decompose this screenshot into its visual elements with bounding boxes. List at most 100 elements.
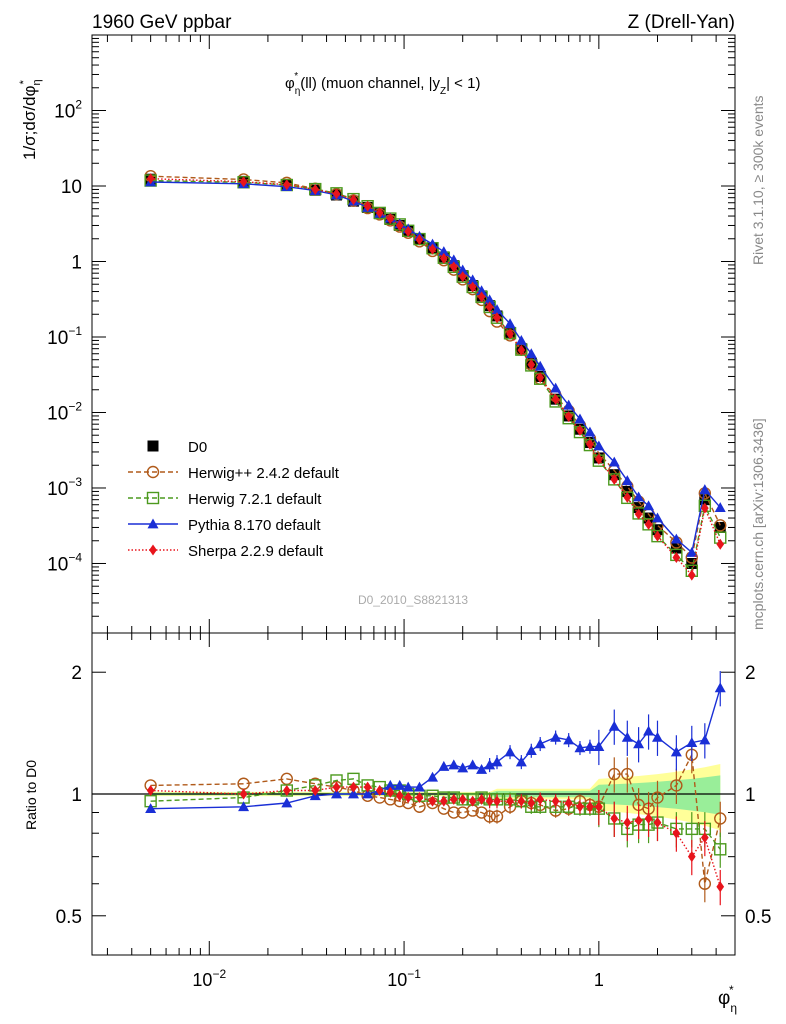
data-point xyxy=(608,456,620,467)
ratio-point xyxy=(698,877,712,890)
ratio-point xyxy=(586,801,594,813)
ratio-point xyxy=(716,881,725,893)
main-y-tick-label: 10−3 xyxy=(47,475,82,500)
data-point xyxy=(584,426,596,437)
data-point xyxy=(375,207,384,219)
ratio-point xyxy=(576,801,584,813)
main-y-tick-label: 10−4 xyxy=(47,550,82,575)
data-point xyxy=(504,318,516,329)
legend-entry: Herwig++ 2.4.2 default xyxy=(128,465,340,482)
data-point xyxy=(621,475,633,486)
legend-label: D0 xyxy=(188,439,207,456)
ratio-series-sherpa-2-2-9-default xyxy=(146,781,725,906)
data-point xyxy=(714,502,726,512)
data-point xyxy=(239,176,248,188)
ratio-y-tick-label: 0.5 xyxy=(56,907,82,928)
data-point xyxy=(576,424,584,436)
ratio-point xyxy=(145,803,157,814)
ratio-point xyxy=(643,725,655,736)
ratio-point xyxy=(475,806,488,819)
ratio-band-green xyxy=(150,775,721,815)
data-point xyxy=(349,194,358,206)
ratio-point xyxy=(527,797,536,809)
data-point xyxy=(448,254,460,265)
ratio-point xyxy=(687,851,696,863)
legend-label: Herwig++ 2.4.2 default xyxy=(188,465,340,482)
data-point xyxy=(363,200,372,212)
ratio-point xyxy=(534,738,546,749)
ratio-point xyxy=(281,797,293,808)
ratio-point xyxy=(483,810,496,823)
ratio-point xyxy=(699,734,711,745)
ratio-point xyxy=(493,795,501,807)
ratio-point xyxy=(550,731,562,742)
legend-marker xyxy=(146,491,160,505)
legend-marker xyxy=(149,544,157,556)
analysis-id: D0_2010_S8821313 xyxy=(358,593,468,607)
ratio-point xyxy=(395,790,404,802)
ratio-point xyxy=(515,756,527,767)
ratio-point xyxy=(485,795,494,807)
main-y-tick-label: 10 xyxy=(61,177,82,198)
data-point xyxy=(716,538,725,550)
data-point xyxy=(643,512,655,524)
ratio-point xyxy=(438,760,450,771)
data-point xyxy=(468,281,477,293)
ratio-point xyxy=(415,792,424,804)
ratio-point xyxy=(714,812,727,825)
data-point xyxy=(536,372,545,384)
data-point xyxy=(517,344,526,356)
data-point xyxy=(146,173,155,185)
ratio-point xyxy=(447,806,460,819)
data-point xyxy=(644,518,653,530)
data-point xyxy=(651,512,663,523)
data-point xyxy=(651,524,663,536)
ratio-point xyxy=(621,731,633,742)
ratio-point xyxy=(633,738,645,749)
data-point xyxy=(672,552,681,564)
ratio-point xyxy=(413,781,425,792)
ratio-point xyxy=(375,785,384,797)
ratio-point xyxy=(564,797,573,809)
data-point xyxy=(506,328,514,340)
data-point xyxy=(427,238,439,249)
data-point xyxy=(477,291,486,303)
ratio-point xyxy=(239,788,248,800)
ratio-point xyxy=(610,812,619,824)
ratio-point xyxy=(347,788,359,799)
data-point xyxy=(593,440,605,451)
ratio-point xyxy=(700,832,709,844)
rivet-version: Rivet 3.1.10, ≥ 300k events xyxy=(750,95,766,265)
ratio-point xyxy=(670,746,682,757)
data-point xyxy=(332,188,341,200)
ratio-point xyxy=(146,785,155,797)
ratio-point xyxy=(458,793,467,805)
data-point xyxy=(564,411,573,423)
data-point xyxy=(594,453,603,465)
ratio-y-tick-label-right: 0.5 xyxy=(745,907,771,928)
data-point xyxy=(551,393,560,405)
ratio-point xyxy=(394,779,406,790)
ratio-ylabel: Ratio to D0 xyxy=(23,760,39,830)
ratio-point xyxy=(363,781,372,793)
ratio-point xyxy=(490,810,504,823)
ratio-point xyxy=(449,793,458,805)
ratio-point xyxy=(457,762,469,773)
legend-marker xyxy=(146,465,160,479)
legend-entry: Sherpa 2.2.9 default xyxy=(128,543,324,560)
data-point xyxy=(586,438,594,450)
ratio-point xyxy=(608,767,621,781)
data-point xyxy=(515,334,527,345)
ratio-point xyxy=(672,827,681,839)
header-right: Z (Drell-Yan) xyxy=(628,12,735,33)
ratio-point xyxy=(685,822,698,836)
ratio-point xyxy=(651,731,663,742)
data-point xyxy=(493,312,501,324)
ratio-point xyxy=(428,795,437,807)
x-tick-label: 1 xyxy=(594,970,604,990)
ratio-point xyxy=(714,843,727,856)
ratio-point xyxy=(551,795,560,807)
header-left: 1960 GeV ppbar xyxy=(92,12,232,33)
